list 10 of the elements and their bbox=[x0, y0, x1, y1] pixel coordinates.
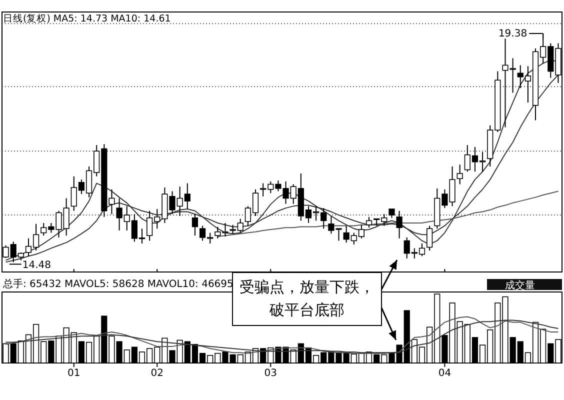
text: 总手: 65432 MAVOL5: 58628 MAVOL10: 46695 bbox=[2, 278, 234, 290]
annotation: 受骗点，放量下跌，破平台底部 bbox=[232, 272, 382, 326]
annotation: 日线(复权) MA5: 14.73 MA10: 14.61 bbox=[3, 12, 171, 24]
text: 成交量 bbox=[505, 280, 535, 292]
x-tick-label: 03 bbox=[264, 368, 278, 379]
x-tick-label: 04 bbox=[438, 368, 452, 379]
x-tick-label: 02 bbox=[150, 368, 164, 379]
annotation: 14.48 bbox=[22, 260, 51, 272]
annotation: 19.38 bbox=[498, 28, 528, 40]
x-tick-label: 01 bbox=[68, 368, 80, 379]
